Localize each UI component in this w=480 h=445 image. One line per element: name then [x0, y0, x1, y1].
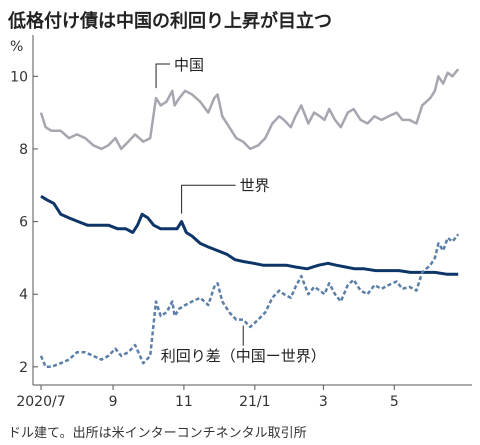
leader-line-world: [181, 184, 236, 214]
series-label-china: 中国: [174, 56, 204, 74]
source-note: ドル建て。出所は米インターコンチネンタル取引所: [8, 426, 307, 441]
y-tick-label: 10: [10, 69, 28, 85]
x-tick-label: 21/1: [239, 394, 270, 410]
y-tick-label: 2: [19, 360, 28, 376]
series-line-china: [39, 68, 460, 151]
y-tick-label: 6: [19, 215, 28, 231]
y-tick-label: 4: [19, 287, 28, 303]
leader-line-china: [155, 63, 171, 89]
y-unit-label: %: [10, 39, 23, 55]
x-tick-label: 5: [390, 394, 399, 410]
series-line-world: [40, 194, 459, 276]
series-label-spread: 利回り差（中国ー世界）: [161, 347, 326, 365]
chart-title: 低格付け債は中国の利回り上昇が目立つ: [7, 10, 332, 32]
x-tick-label: 2020/7: [16, 394, 65, 410]
x-tick-label: 11: [175, 394, 193, 410]
series-label-world: 世界: [240, 176, 270, 194]
x-tick-label: 3: [319, 394, 328, 410]
series-line-spread: [39, 233, 460, 369]
x-tick-label: 9: [109, 394, 118, 410]
y-tick-label: 8: [19, 142, 28, 158]
